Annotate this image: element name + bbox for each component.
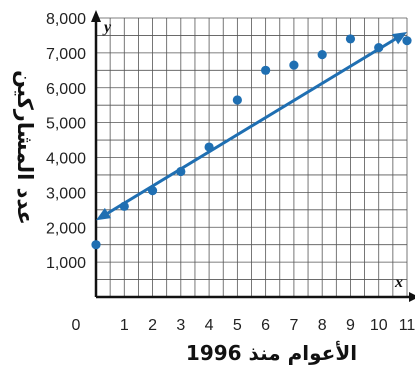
data-point xyxy=(232,95,242,105)
x-tick-label: 7 xyxy=(289,317,298,334)
x-tick-label: 3 xyxy=(176,317,185,334)
y-axis-label: عدد المشاركين xyxy=(13,70,37,225)
data-point xyxy=(317,50,327,60)
x-axis-letter: x xyxy=(394,274,403,291)
x-tick-label: 8 xyxy=(318,317,327,334)
y-axis-arrow xyxy=(91,10,101,22)
data-point xyxy=(345,34,356,44)
y-tick-label: 2,000 xyxy=(46,220,86,237)
x-tick-label: 10 xyxy=(370,317,388,334)
trend-line xyxy=(102,35,401,217)
y-axis-letter: y xyxy=(102,19,112,36)
x-axis-label: الأعوام منذ 1996 xyxy=(186,340,357,365)
x-tick-label: 2 xyxy=(148,317,157,334)
data-point xyxy=(204,142,214,152)
data-point xyxy=(374,43,384,53)
data-point xyxy=(402,36,412,46)
y-tick-label: 4,000 xyxy=(46,151,86,168)
data-points xyxy=(91,34,412,250)
x-tick-label: 11 xyxy=(399,317,415,334)
y-tick-label: 8,000 xyxy=(46,11,86,28)
y-tick-label: 7,000 xyxy=(46,46,86,63)
x-tick-label: 9 xyxy=(346,317,355,334)
y-tick-label: 3,000 xyxy=(46,185,86,202)
y-tick-label: 1,000 xyxy=(46,255,86,272)
data-point xyxy=(261,65,271,75)
trend-arrow-end xyxy=(391,31,407,45)
grid xyxy=(96,17,408,297)
data-point xyxy=(289,60,299,70)
x-tick-label: 0 xyxy=(72,317,81,334)
y-tick-labels: 1,000 2,000 3,000 4,000 5,000 6,000 7,000 8,000 xyxy=(46,11,86,272)
data-point xyxy=(119,201,129,211)
trend-line-group xyxy=(96,31,407,221)
x-tick-label: 1 xyxy=(120,317,129,334)
x-tick-labels: 0 1 2 3 4 5 6 7 8 9 10 11 xyxy=(72,317,415,334)
x-axis-arrow xyxy=(409,292,415,302)
x-tick-label: 4 xyxy=(205,317,214,334)
axes xyxy=(91,10,415,302)
trend-arrow-start xyxy=(96,207,112,221)
x-tick-label: 6 xyxy=(261,317,270,334)
y-tick-label: 5,000 xyxy=(46,116,86,133)
data-point xyxy=(91,240,101,250)
y-tick-label: 6,000 xyxy=(46,81,86,98)
data-point xyxy=(176,166,186,177)
x-tick-label: 5 xyxy=(233,317,242,334)
data-point xyxy=(147,186,158,196)
